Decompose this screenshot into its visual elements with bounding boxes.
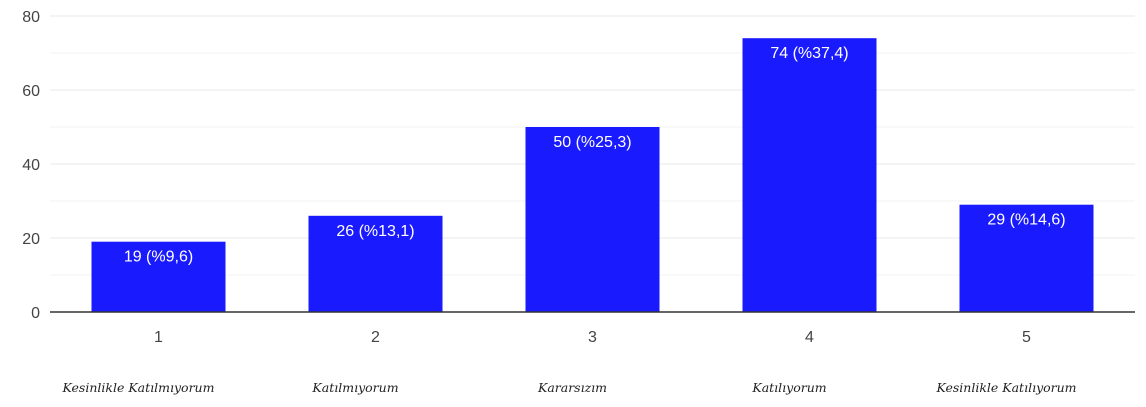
bar-1	[91, 241, 226, 312]
x-tick-label-1: 1	[154, 329, 163, 346]
x-tick-label-4: 4	[805, 329, 814, 346]
labels-layer: 19 (%9,6) 26 (%13,1) 50 (%25,3) 74 (%37,4) 2…	[124, 45, 1066, 266]
y-tick-label: 40	[22, 157, 40, 174]
caption-3: Kararsızım	[537, 380, 608, 395]
ticks-layer: 0 20 40 60 80 1 2 3 4 5	[22, 9, 1135, 346]
data-label-4: 74 (%37,4)	[770, 45, 848, 62]
y-tick-label: 80	[22, 9, 40, 26]
x-tick-label-3: 3	[588, 329, 597, 346]
y-tick-label: 0	[31, 305, 40, 322]
bar-2	[308, 215, 443, 312]
category-captions: Kesinlikle Katılmıyorum Katılmıyorum Kar…	[0, 380, 1146, 404]
bar-4	[742, 38, 877, 312]
data-label-2: 26 (%13,1)	[336, 223, 414, 240]
caption-2: Katılmıyorum	[312, 380, 399, 395]
data-label-1: 19 (%9,6)	[124, 249, 193, 266]
data-label-5: 29 (%14,6)	[987, 212, 1065, 229]
caption-1: Kesinlikle Katılmıyorum	[62, 380, 215, 395]
x-tick-label-2: 2	[371, 329, 380, 346]
bar-3	[525, 127, 660, 312]
bar-5	[959, 204, 1094, 312]
bar-chart: 19 (%9,6) 26 (%13,1) 50 (%25,3) 74 (%37,4) 2…	[22, 9, 1135, 346]
caption-4: Katılıyorum	[752, 380, 827, 395]
data-label-3: 50 (%25,3)	[553, 134, 631, 151]
x-tick-label-5: 5	[1022, 329, 1031, 346]
caption-5: Kesinlikle Katılıyorum	[936, 380, 1077, 395]
y-tick-label: 20	[22, 231, 40, 248]
bars-layer	[91, 38, 1094, 312]
y-tick-label: 60	[22, 83, 40, 100]
